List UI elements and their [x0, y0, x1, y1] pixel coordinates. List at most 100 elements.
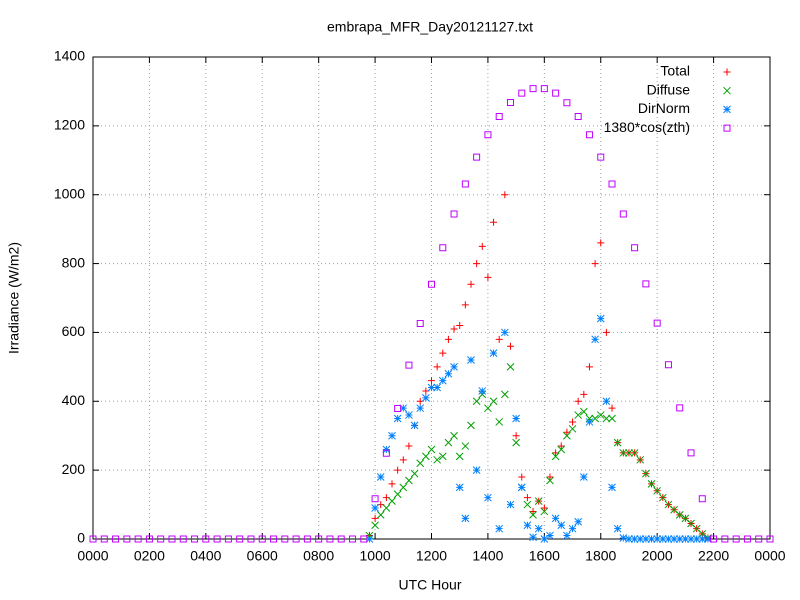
- data-point: [326, 535, 334, 543]
- data-point: [608, 483, 616, 492]
- data-point: [653, 319, 661, 327]
- data-point: [602, 397, 611, 406]
- data-point: [580, 390, 588, 398]
- data-point: [371, 495, 379, 503]
- data-point: [484, 404, 492, 413]
- data-point: [721, 535, 729, 543]
- data-point: [675, 535, 684, 543]
- data-point: [438, 452, 447, 461]
- data-point: [473, 153, 481, 161]
- data-point: [489, 349, 498, 357]
- data-point: [495, 335, 503, 343]
- data-point: [523, 521, 532, 530]
- data-point: [145, 535, 153, 543]
- data-point: [574, 411, 583, 419]
- data-point: [399, 404, 408, 413]
- data-point: [376, 511, 385, 519]
- data-point: [472, 466, 481, 474]
- data-point: [410, 421, 419, 430]
- data-point: [371, 521, 379, 530]
- y-axis-label: Irradiance (W/m2): [6, 242, 22, 354]
- legend-marker: [723, 105, 731, 114]
- legend-marker: [723, 86, 731, 95]
- data-point: [608, 180, 616, 188]
- data-point: [596, 314, 605, 323]
- data-point: [433, 363, 441, 371]
- y-tick-label: 1200: [54, 117, 85, 133]
- data-point: [416, 459, 425, 468]
- data-point: [642, 535, 650, 543]
- data-point: [512, 432, 520, 440]
- data-point: [557, 442, 565, 450]
- data-point: [495, 113, 503, 121]
- data-point: [388, 497, 396, 505]
- data-point: [433, 455, 441, 464]
- data-point: [405, 361, 413, 369]
- data-point: [89, 535, 97, 543]
- data-point: [506, 363, 515, 371]
- data-point: [687, 535, 695, 543]
- x-tick-label: 0800: [303, 548, 334, 564]
- data-point: [698, 535, 707, 543]
- data-point: [236, 535, 244, 543]
- data-point: [438, 376, 447, 385]
- x-tick-label: 1200: [416, 548, 447, 564]
- data-point: [399, 456, 407, 464]
- data-point: [563, 531, 571, 540]
- data-point: [602, 328, 610, 336]
- data-point: [676, 404, 684, 412]
- data-point: [608, 404, 616, 412]
- data-point: [642, 469, 650, 478]
- data-point: [157, 535, 165, 543]
- data-point: [247, 535, 255, 543]
- data-point: [382, 449, 390, 457]
- data-point: [270, 535, 278, 543]
- data-point: [692, 535, 701, 543]
- data-point: [704, 535, 712, 543]
- data-point: [529, 533, 537, 542]
- data-point: [636, 455, 645, 464]
- data-point: [636, 535, 645, 543]
- data-point: [427, 445, 436, 454]
- data-point: [388, 480, 396, 488]
- data-point: [371, 504, 379, 512]
- x-tick-label: 1600: [529, 548, 560, 564]
- data-point: [444, 438, 453, 447]
- data-point: [591, 335, 599, 344]
- x-tick-label: 1000: [360, 548, 391, 564]
- data-point: [461, 442, 470, 450]
- data-point: [467, 280, 475, 288]
- data-point: [455, 483, 464, 492]
- data-point: [546, 476, 554, 485]
- data-point: [540, 507, 549, 516]
- data-point: [428, 280, 435, 288]
- data-point: [579, 473, 588, 481]
- data-point: [631, 244, 639, 252]
- legend-label: 1380*cos(zth): [604, 119, 690, 135]
- data-point: [281, 535, 289, 543]
- data-point: [472, 397, 481, 406]
- data-point: [461, 514, 470, 523]
- chart-title: embrapa_MFR_Day20121127.txt: [327, 19, 533, 35]
- data-point: [433, 383, 441, 392]
- data-point: [495, 418, 504, 426]
- data-point: [382, 504, 391, 512]
- data-point: [517, 483, 526, 492]
- data-point: [405, 442, 413, 450]
- data-point: [388, 431, 396, 440]
- data-point: [552, 89, 560, 97]
- data-point: [394, 466, 402, 474]
- data-point: [473, 260, 481, 268]
- data-point: [399, 483, 408, 492]
- y-tick-label: 200: [62, 461, 86, 477]
- data-point: [642, 280, 650, 288]
- data-point: [534, 524, 543, 533]
- data-point: [450, 363, 458, 371]
- data-point: [579, 407, 588, 416]
- data-point: [569, 418, 577, 426]
- y-tick-label: 1400: [54, 48, 85, 64]
- data-point: [630, 535, 639, 543]
- data-point: [743, 535, 751, 543]
- data-point: [439, 349, 447, 357]
- data-point: [574, 113, 582, 121]
